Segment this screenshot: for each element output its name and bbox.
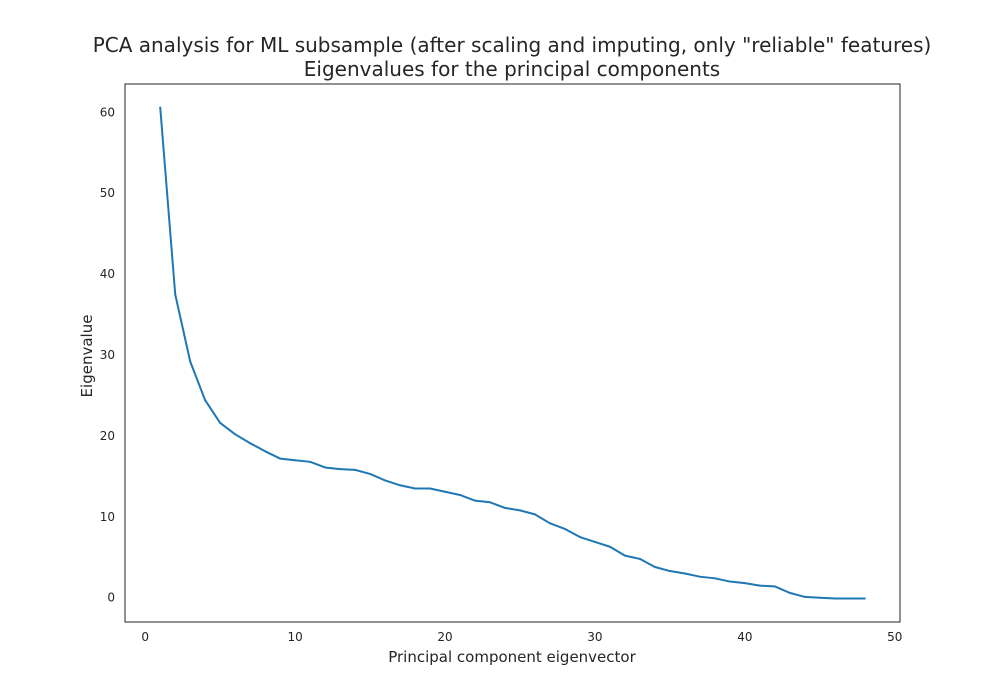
data-point — [863, 597, 866, 600]
x-tick-label: 30 — [587, 630, 602, 644]
data-point — [623, 554, 626, 557]
y-tick-label: 20 — [100, 429, 115, 443]
data-point — [504, 506, 507, 509]
data-point — [444, 490, 447, 493]
data-point — [773, 585, 776, 588]
data-point — [189, 360, 192, 363]
chart-subtitle: Eigenvalues for the principal components — [304, 57, 720, 81]
y-tick-label: 50 — [100, 186, 115, 200]
plot-area — [124, 83, 901, 623]
data-point — [249, 442, 252, 445]
x-tick-label: 40 — [737, 630, 752, 644]
y-tick-label: 10 — [100, 510, 115, 524]
data-points — [159, 106, 866, 600]
data-point — [429, 487, 432, 490]
y-tick-label: 40 — [100, 267, 115, 281]
data-point — [563, 527, 566, 530]
data-point — [369, 472, 372, 475]
x-tick-label: 10 — [287, 630, 302, 644]
series-line-eigenvalues — [159, 107, 865, 600]
data-point — [264, 450, 267, 453]
y-tick-label: 60 — [100, 105, 115, 119]
data-point — [399, 484, 402, 487]
data-point — [668, 570, 671, 573]
data-point — [743, 582, 746, 585]
data-point — [354, 468, 357, 471]
data-point — [713, 577, 716, 580]
data-point — [459, 493, 462, 496]
data-point — [833, 597, 836, 600]
x-tick-label: 50 — [887, 630, 902, 644]
data-point — [608, 545, 611, 548]
chart-title: PCA analysis for ML subsample (after sca… — [93, 33, 932, 57]
data-point — [294, 459, 297, 462]
data-point — [489, 501, 492, 504]
x-tick-labels: 0 10 20 30 40 50 — [141, 630, 902, 644]
data-point — [638, 557, 641, 560]
data-point — [474, 499, 477, 502]
data-point — [204, 399, 207, 402]
data-point — [593, 540, 596, 543]
data-point — [728, 580, 731, 583]
data-point — [414, 487, 417, 490]
data-point — [698, 575, 701, 578]
y-tick-labels: 0 10 20 30 40 50 60 — [100, 105, 115, 604]
data-point — [174, 293, 177, 296]
data-point — [803, 595, 806, 598]
data-point — [683, 572, 686, 575]
data-point — [848, 597, 851, 600]
data-point — [758, 584, 761, 587]
y-tick-label: 30 — [100, 348, 115, 362]
x-tick-label: 20 — [437, 630, 452, 644]
data-point — [159, 106, 162, 109]
x-tick-label: 0 — [141, 630, 149, 644]
data-point — [818, 596, 821, 599]
data-point — [518, 509, 521, 512]
data-point — [548, 522, 551, 525]
y-tick-label: 0 — [107, 591, 115, 605]
data-point — [309, 460, 312, 463]
data-point — [219, 421, 222, 424]
data-point — [384, 479, 387, 482]
data-point — [324, 466, 327, 469]
y-axis-label: Eigenvalue — [78, 315, 96, 398]
data-point — [533, 513, 536, 516]
data-point — [279, 457, 282, 460]
data-point — [788, 591, 791, 594]
data-point — [234, 433, 237, 436]
data-point — [578, 536, 581, 539]
data-point — [653, 565, 656, 568]
x-axis-label: Principal component eigenvector — [388, 648, 636, 666]
data-point — [339, 468, 342, 471]
